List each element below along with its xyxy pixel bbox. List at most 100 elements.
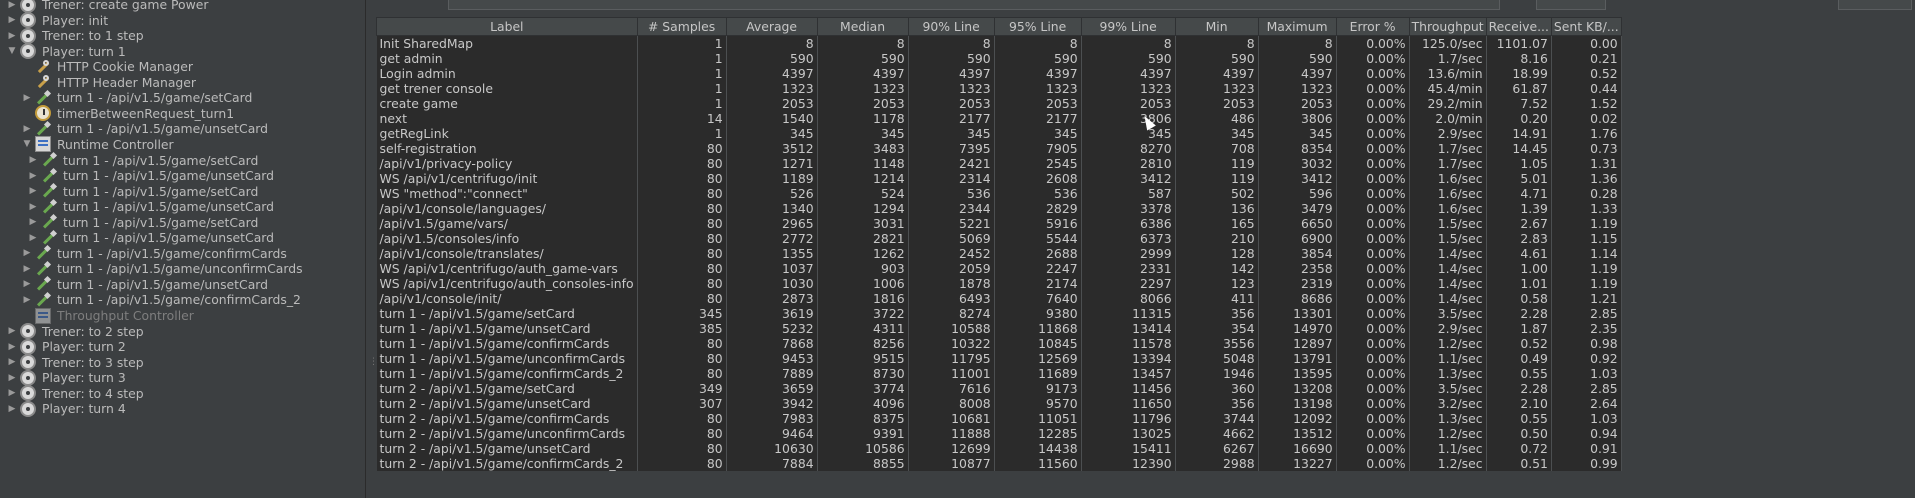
- tree-node[interactable]: ▼ Player: turn 1: [0, 42, 452, 61]
- expand-arrow-icon[interactable]: ▶: [29, 201, 37, 212]
- tree-node[interactable]: HTTP Cookie Manager: [0, 57, 452, 76]
- expand-arrow-icon[interactable]: ▶: [8, 388, 16, 399]
- table-row[interactable]: WS /api/v1/centrifugo/auth_consoles-info…: [376, 276, 1622, 291]
- tree-node[interactable]: ▶ turn 1 - /api/v1.5/game/unconfirmCards: [0, 259, 452, 278]
- expand-arrow-icon[interactable]: ▶: [8, 30, 16, 41]
- table-row[interactable]: get trener console 1 1323 1323 1323 1323 1323 1…: [376, 81, 1622, 96]
- column-header[interactable]: Maximum: [1257, 17, 1337, 36]
- column-header[interactable]: Throughput: [1408, 17, 1487, 36]
- table-row[interactable]: turn 2 - /api/v1.5/game/unsetCard 307 3942…: [376, 396, 1622, 411]
- expand-arrow-icon[interactable]: ▶: [8, 372, 16, 383]
- expand-arrow-icon[interactable]: ▶: [8, 0, 16, 10]
- table-row[interactable]: /api/v1/console/init/80 2873 1816 6493 7640 8…: [376, 291, 1622, 306]
- table-row[interactable]: WS /api/v1/centrifugo/init 80 1189 1214 2314…: [376, 171, 1622, 186]
- table-row[interactable]: /api/v1.5/game/vars/80 2965 3031 5221 5916 63…: [376, 216, 1622, 231]
- expand-arrow-icon[interactable]: ▶: [8, 341, 16, 352]
- table-cell: 7905: [994, 141, 1082, 156]
- tree-node[interactable]: Throughput Controller: [0, 306, 452, 325]
- tree-node[interactable]: ▶ turn 1 - /api/v1.5/game/setCard: [0, 213, 452, 232]
- panel-splitter[interactable]: ⋮: [365, 0, 378, 498]
- filename-field[interactable]: [448, 0, 1500, 10]
- table-row[interactable]: /api/v1/privacy-policy 80 1271 1148 2421 2545…: [376, 156, 1622, 171]
- expand-arrow-icon[interactable]: ▶: [23, 263, 31, 274]
- expand-arrow-icon[interactable]: ▶: [8, 15, 16, 26]
- column-header[interactable]: Min: [1174, 17, 1259, 36]
- column-header[interactable]: 99% Line: [1080, 17, 1176, 36]
- tree-node[interactable]: ▶ turn 1 - /api/v1.5/game/unsetCard: [0, 275, 452, 294]
- collapse-arrow-icon[interactable]: ▼: [8, 46, 16, 57]
- table-row[interactable]: WS /api/v1/centrifugo/auth_game-vars 80 10…: [376, 261, 1622, 276]
- column-header[interactable]: Average: [725, 17, 818, 36]
- column-header[interactable]: Sent KB/...: [1550, 17, 1622, 36]
- tree-node[interactable]: ▶ turn 1 - /api/v1.5/game/unsetCard: [0, 119, 452, 138]
- tree-node[interactable]: ▶ Trener: to 4 step: [0, 384, 452, 403]
- table-row[interactable]: turn 2 - /api/v1.5/game/unconfirmCards 80…: [376, 426, 1622, 441]
- expand-arrow-icon[interactable]: ▶: [23, 294, 31, 305]
- column-header[interactable]: Median: [816, 17, 909, 36]
- expand-arrow-icon[interactable]: ▶: [23, 279, 31, 290]
- tree-node[interactable]: HTTP Header Manager: [0, 73, 452, 92]
- table-row[interactable]: /api/v1/console/translates/80 1355 1262 245…: [376, 246, 1622, 261]
- tree-node[interactable]: ▶ turn 1 - /api/v1.5/game/confirmCards_2: [0, 290, 452, 309]
- column-header[interactable]: Receive...: [1485, 17, 1552, 36]
- table-row[interactable]: /api/v1.5/consoles/info 80 2772 2821 5069 554…: [376, 231, 1622, 246]
- tree-node[interactable]: ▶ turn 1 - /api/v1.5/game/setCard: [0, 88, 452, 107]
- column-header[interactable]: # Samples: [636, 17, 727, 36]
- collapse-arrow-icon[interactable]: ▼: [23, 139, 31, 150]
- table-row[interactable]: next 14 1540 1178 2177 2177 3806 486 3806 0.00% 2.…: [376, 111, 1622, 126]
- expand-arrow-icon[interactable]: ▶: [8, 357, 16, 368]
- tree-node[interactable]: ▶ Trener: to 3 step: [0, 353, 452, 372]
- expand-arrow-icon[interactable]: ▶: [29, 170, 37, 181]
- expand-arrow-icon[interactable]: ▶: [29, 155, 37, 165]
- table-row[interactable]: Login admin 1 4397 4397 4397 4397 4397 4397 4397…: [376, 66, 1622, 81]
- browse-button[interactable]: [1536, 0, 1606, 10]
- expand-arrow-icon[interactable]: ▶: [8, 326, 16, 337]
- tree-node[interactable]: timerBetweenRequest_turn1: [0, 104, 452, 123]
- tree-node[interactable]: ▶ turn 1 - /api/v1.5/game/unsetCard: [0, 228, 452, 247]
- configure-button[interactable]: [1838, 0, 1912, 10]
- table-row[interactable]: turn 1 - /api/v1.5/game/confirmCards_2 80…: [376, 366, 1622, 381]
- tree-node[interactable]: ▼ Runtime Controller: [0, 135, 452, 154]
- column-header[interactable]: Error %: [1335, 17, 1410, 36]
- table-row[interactable]: turn 1 - /api/v1.5/game/setCard 345 3619 37…: [376, 306, 1622, 321]
- table-row[interactable]: turn 1 - /api/v1.5/game/unconfirmCards 80…: [376, 351, 1622, 366]
- table-row[interactable]: turn 2 - /api/v1.5/game/confirmCards_2 80…: [376, 456, 1622, 471]
- thread-group-icon: [20, 12, 36, 29]
- expand-arrow-icon[interactable]: ▶: [23, 248, 31, 259]
- table-row[interactable]: Init SharedMap 1 8 8 8 8 8 8 8 0.00% 125.0/sec 1101…: [376, 35, 1622, 51]
- tree-node[interactable]: ▶ Player: turn 4: [0, 399, 452, 418]
- column-header[interactable]: 95% Line: [993, 17, 1082, 36]
- expand-arrow-icon[interactable]: ▶: [8, 403, 16, 414]
- column-header[interactable]: 90% Line: [907, 17, 995, 36]
- splitter-grip-icon[interactable]: ⋮: [369, 357, 378, 367]
- table-row[interactable]: getRegLink 1 345 345 345 345 345 345 345 0.00% 2.9…: [376, 126, 1622, 141]
- table-row[interactable]: create game 1 2053 2053 2053 2053 2053 2053 2053…: [376, 96, 1622, 111]
- tree-node[interactable]: ▶ Trener: to 2 step: [0, 322, 452, 341]
- config-element-icon: [35, 74, 51, 90]
- table-row[interactable]: turn 1 - /api/v1.5/game/confirmCards 80 78…: [376, 336, 1622, 351]
- table-row[interactable]: /api/v1/console/languages/80 1340 1294 2344…: [376, 201, 1622, 216]
- table-row[interactable]: get admin 1 590 590 590 590 590 590 590 0.00% 1.7/…: [376, 51, 1622, 66]
- tree-node[interactable]: ▶ turn 1 - /api/v1.5/game/unsetCard: [0, 197, 452, 216]
- tree-node[interactable]: ▶ turn 1 - /api/v1.5/game/setCard: [0, 151, 452, 170]
- tree-node[interactable]: ▶ turn 1 - /api/v1.5/game/unsetCard: [0, 166, 452, 185]
- column-header[interactable]: Label: [376, 17, 638, 36]
- expand-arrow-icon[interactable]: ▶: [23, 92, 31, 103]
- expand-arrow-icon[interactable]: ▶: [29, 217, 37, 228]
- tree-node[interactable]: ▶ Player: turn 3: [0, 368, 452, 387]
- table-row[interactable]: turn 2 - /api/v1.5/game/confirmCards 80 79…: [376, 411, 1622, 426]
- tree-node[interactable]: ▶ Trener: create game Power: [0, 0, 452, 14]
- tree-node[interactable]: ▶ Player: turn 2: [0, 337, 452, 356]
- expand-arrow-icon[interactable]: ▶: [29, 186, 37, 197]
- table-row[interactable]: self-registration 80 3512 3483 7395 7905 8270 7…: [376, 141, 1622, 156]
- tree-node[interactable]: ▶ turn 1 - /api/v1.5/game/setCard: [0, 182, 452, 201]
- tree-node[interactable]: ▶ Trener: to 1 step: [0, 26, 452, 45]
- table-row[interactable]: turn 2 - /api/v1.5/game/unsetCard 80 10630…: [376, 441, 1622, 456]
- tree-node[interactable]: ▶ turn 1 - /api/v1.5/game/confirmCards: [0, 244, 452, 263]
- table-row[interactable]: turn 2 - /api/v1.5/game/setCard 349 3659 37…: [376, 381, 1622, 396]
- table-row[interactable]: WS "method":"connect" 80 526 524 536 536 587 50…: [376, 186, 1622, 201]
- table-row[interactable]: turn 1 - /api/v1.5/game/unsetCard 385 5232…: [376, 321, 1622, 336]
- expand-arrow-icon[interactable]: ▶: [23, 123, 31, 134]
- expand-arrow-icon[interactable]: ▶: [29, 232, 37, 243]
- tree-node[interactable]: ▶ Player: init: [0, 11, 452, 30]
